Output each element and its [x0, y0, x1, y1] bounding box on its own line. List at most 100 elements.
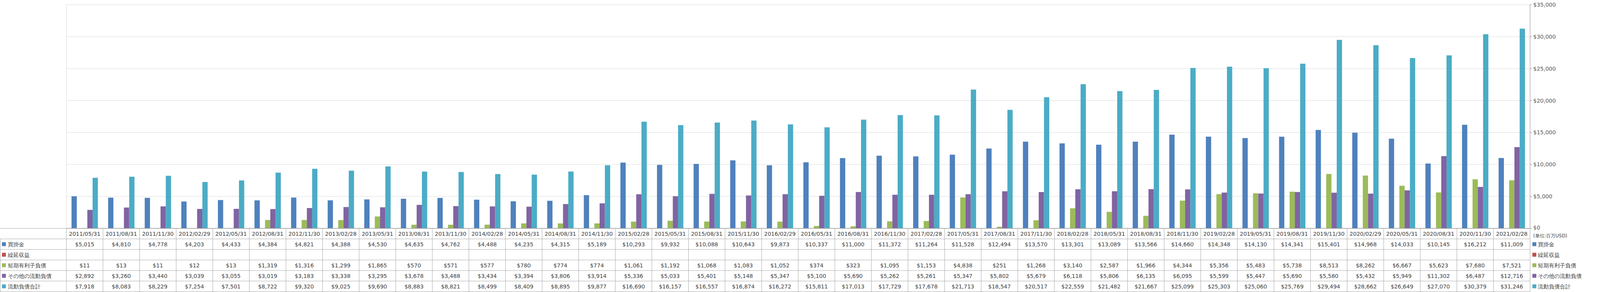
data-label: $29,494	[1317, 283, 1341, 290]
category-label: 2020/05/31	[1386, 230, 1418, 238]
data-label: $7,918	[75, 283, 95, 290]
bar	[421, 171, 427, 229]
data-label: $25,099	[1171, 283, 1194, 290]
table-line	[505, 228, 506, 292]
bar	[348, 170, 354, 229]
legend-key	[1532, 263, 1537, 268]
data-label: $1,153	[916, 262, 936, 269]
table-line	[212, 228, 213, 292]
data-label: $25,303	[1207, 283, 1231, 290]
data-label: $3,440	[148, 273, 168, 280]
tick-label: $15,000	[1533, 129, 1556, 136]
legend-label: 買掛金	[7, 241, 25, 248]
bar	[1425, 163, 1431, 229]
tick-label: $5,000	[1533, 193, 1553, 200]
data-label: $8,513	[1319, 262, 1339, 269]
grid-line	[66, 100, 1531, 101]
bar	[217, 200, 224, 229]
bar	[400, 198, 406, 229]
data-label: $571	[443, 262, 458, 269]
data-label: $8,083	[111, 283, 131, 290]
data-label: $1,192	[660, 262, 680, 269]
table-line	[761, 228, 762, 292]
category-label: 2012/08/31	[251, 230, 284, 238]
data-label: $12,494	[988, 241, 1011, 248]
bar	[557, 223, 563, 229]
y-axis	[1530, 4, 1531, 229]
category-label: 2014/11/30	[581, 230, 613, 238]
table-line	[834, 228, 836, 292]
table-line	[615, 228, 616, 292]
data-label: $5,949	[1392, 273, 1412, 280]
bar	[678, 125, 684, 229]
bar	[123, 207, 129, 229]
table-line	[358, 228, 360, 292]
bar	[1007, 109, 1013, 229]
data-label: $11,372	[878, 241, 902, 248]
bar	[1023, 141, 1029, 229]
bar	[1169, 134, 1175, 229]
data-label: $323	[846, 262, 861, 269]
bar	[202, 182, 208, 229]
data-label: $5,401	[697, 273, 717, 280]
table-line	[578, 228, 579, 292]
data-label: $15,401	[1317, 241, 1341, 248]
bar	[275, 172, 281, 229]
table-line	[907, 228, 909, 292]
data-label: $774	[553, 262, 568, 269]
category-label: 2019/02/28	[1203, 230, 1235, 238]
bar	[474, 200, 480, 229]
data-label: $1,061	[623, 262, 643, 269]
data-label: $4,821	[294, 241, 314, 248]
bar	[746, 195, 752, 229]
bar	[489, 206, 495, 229]
bar	[562, 204, 568, 229]
data-label: $4,530	[367, 241, 388, 248]
table-line	[688, 228, 689, 292]
bar	[1044, 97, 1050, 229]
data-label: $5,623	[1428, 262, 1449, 269]
data-label: $10,293	[622, 241, 645, 248]
data-label: $10,145	[1427, 241, 1450, 248]
bar	[108, 197, 114, 229]
bar	[777, 221, 783, 229]
bar	[1409, 58, 1415, 229]
data-label: $8,262	[1355, 262, 1375, 269]
bar	[1226, 66, 1233, 229]
bar	[1404, 190, 1410, 229]
data-label: $21,482	[1098, 283, 1121, 290]
data-label: $12	[189, 262, 200, 269]
bar	[197, 208, 203, 229]
tick-mark	[1530, 196, 1533, 197]
table-line	[1346, 228, 1348, 292]
category-label: 2015/08/31	[691, 230, 723, 238]
bar	[1143, 216, 1149, 229]
bar	[860, 119, 867, 229]
legend-label: その他の流動負債	[7, 273, 52, 280]
bar	[934, 115, 940, 229]
bars	[71, 28, 1525, 229]
bar	[1001, 191, 1008, 229]
category-label: 2020/11/30	[1459, 230, 1492, 238]
legend-key	[1532, 253, 1537, 258]
legend-label: 買掛金	[1537, 241, 1555, 248]
bar	[730, 160, 736, 229]
table-line	[1530, 228, 1531, 292]
category-label: 2013/02/28	[325, 230, 357, 238]
data-label: $8,821	[441, 283, 461, 290]
bar	[636, 194, 642, 229]
data-label: $1,095	[880, 262, 900, 269]
data-label: $5,261	[916, 273, 936, 280]
data-label: $16,690	[622, 283, 645, 290]
bar	[850, 226, 856, 229]
data-label: $5,806	[1099, 273, 1119, 280]
data-label: $5,690	[843, 273, 863, 280]
bar	[949, 154, 955, 229]
tick-label: $35,000	[1533, 1, 1556, 8]
data-label: $13,301	[1061, 241, 1084, 248]
data-label: $3,488	[441, 273, 461, 280]
category-label: 2019/11/30	[1312, 230, 1345, 238]
bar	[233, 208, 239, 229]
tick-mark	[1530, 132, 1533, 133]
data-label: $3,140	[1063, 262, 1083, 269]
